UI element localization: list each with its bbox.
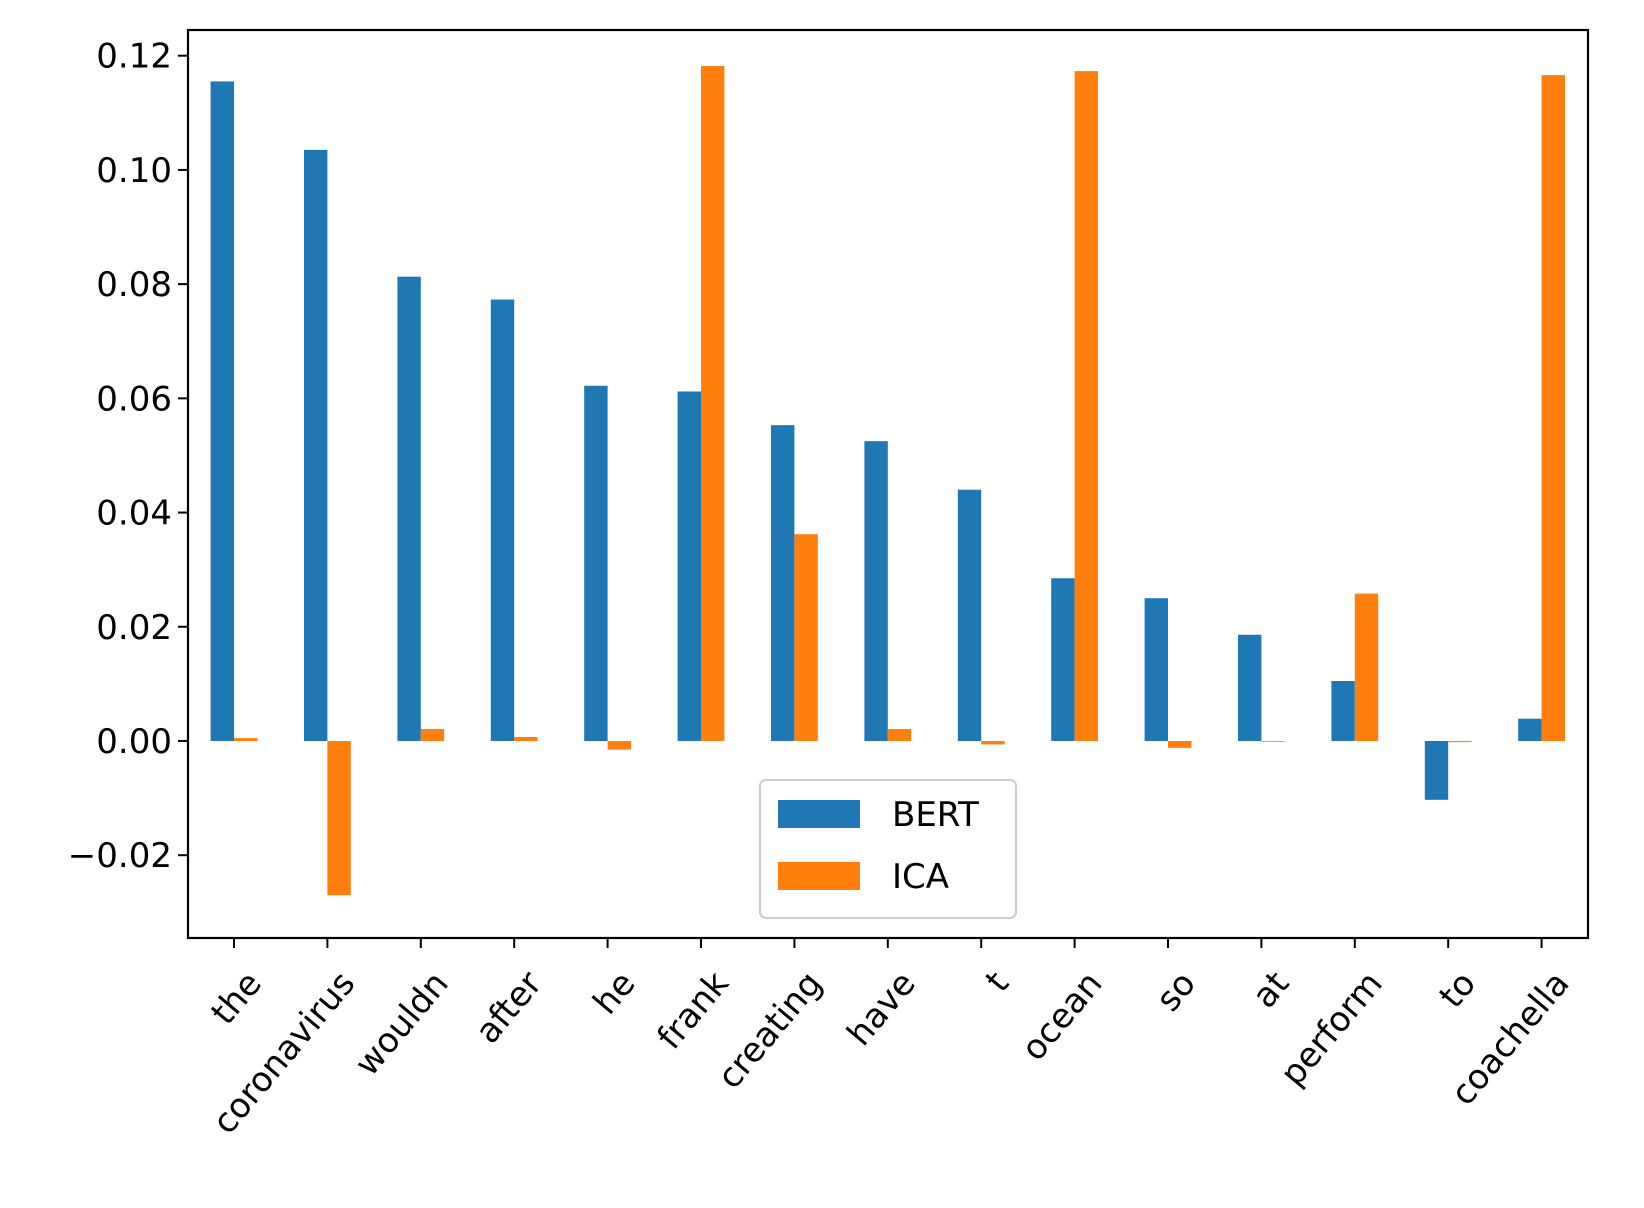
bar-ica-coachella [1541,75,1565,741]
bar-ica-perform [1354,593,1379,741]
bar-bert-to [1424,740,1449,800]
bar-bert-at [1238,634,1262,741]
bar-bert-he [584,385,608,741]
bar-ica-have [887,728,912,741]
legend-label-ica: ICA [892,857,949,897]
bar-ica-so [1168,740,1192,748]
y-tick-label: 0.10 [96,151,172,191]
legend-swatch-ica [778,862,860,890]
y-tick-label: −0.02 [68,836,172,876]
bar-ica-ocean [1074,71,1098,741]
bar-ica-he [607,740,631,750]
y-tick-label: 0.12 [96,37,172,77]
bar-ica-t [981,740,1005,745]
legend-label-bert: BERT [892,795,979,835]
bar-bert-have [864,441,888,741]
bar-bert-ocean [1051,578,1075,741]
bar-bert-frank [677,391,701,741]
bar-ica-coronavirus [327,740,351,896]
y-tick-label: 0.00 [96,722,172,762]
legend: BERT ICA [759,779,1017,919]
bar-bert-the [210,81,234,741]
bar-bert-after [490,299,515,741]
bar-bert-wouldn [397,276,421,741]
bar-bert-coronavirus [304,149,328,741]
bar-ica-at [1261,740,1285,742]
bar-bert-coachella [1518,718,1542,741]
bar-ica-creating [794,534,818,741]
bar-ica-wouldn [420,728,445,741]
y-tick-label: 0.06 [96,379,172,419]
y-tick-label: 0.02 [96,608,172,648]
y-tick-label: 0.04 [96,494,172,534]
bar-ica-to [1448,740,1472,743]
bar-bert-creating [771,425,795,741]
bar-ica-the [234,738,258,741]
bar-bert-so [1144,598,1168,741]
legend-swatch-bert [778,800,860,828]
bar-bert-t [957,489,982,741]
bar-ica-after [514,736,538,741]
bar-ica-frank [701,65,725,741]
y-tick-label: 0.08 [96,265,172,305]
bar-bert-perform [1331,681,1355,741]
bars-layer [210,65,1565,896]
